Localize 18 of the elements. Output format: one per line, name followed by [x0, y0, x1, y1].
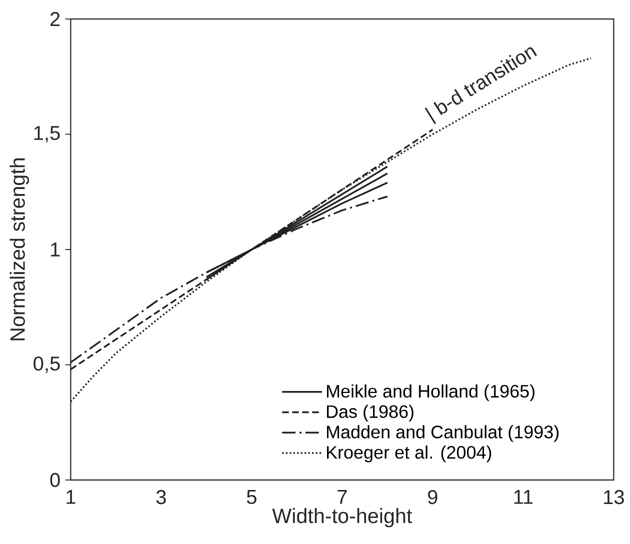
y-axis-title: Normalized strength: [10, 158, 30, 340]
x-tick-label: 5: [246, 490, 256, 504]
legend-label: Madden and Canbulat (1993): [327, 425, 558, 442]
x-axis-title: Width-to-height: [272, 508, 412, 528]
y-tick-label: 1,5: [34, 126, 60, 142]
x-tick-label: 1: [66, 490, 76, 504]
legend-label: Das (1986): [327, 404, 414, 422]
y-tick-label: 0: [50, 472, 60, 488]
x-tick-label: 7: [338, 490, 347, 504]
legend-label: Kroeger et al. (2004): [327, 446, 492, 462]
x-tick-label: 13: [604, 490, 624, 504]
legend-label: Meikle and Holland (1965): [327, 384, 534, 402]
y-tick-label: 1: [51, 242, 60, 256]
x-tick-label: 11: [514, 490, 533, 504]
x-tick-label: 9: [428, 490, 438, 504]
y-tick-label: 2: [50, 12, 60, 26]
y-tick-label: 0,5: [34, 356, 60, 374]
x-tick-label: 3: [156, 490, 166, 504]
